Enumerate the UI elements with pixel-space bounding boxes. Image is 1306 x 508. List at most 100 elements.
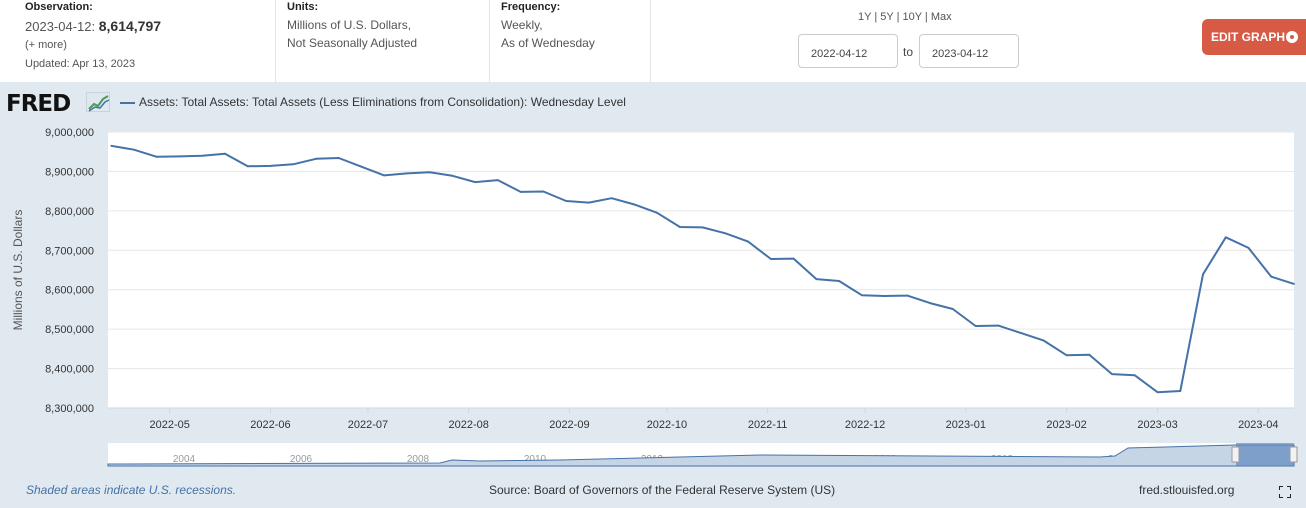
data-point[interactable] [292,163,295,166]
data-point[interactable] [269,165,272,167]
data-point[interactable] [178,155,181,158]
chart-area: FRED Assets: Total Assets: Total Assets … [0,82,1306,508]
navigator-selected-range[interactable] [1236,443,1294,466]
observation-panel: Observation: 2023-04-12: 8,614,797 (+ mo… [25,0,275,82]
x-tick-label: 2022-10 [647,419,687,431]
data-point[interactable] [133,148,135,151]
y-tick-label: 8,600,000 [45,285,94,297]
navigator-left-handle[interactable] [1231,446,1240,463]
data-point[interactable] [1133,374,1136,377]
data-point[interactable] [201,154,204,157]
data-point[interactable] [155,155,158,158]
units-panel: Units: Millions of U.S. Dollars, Not Sea… [275,0,489,82]
observation-value: 8,614,797 [98,18,162,34]
y-tick-label: 8,800,000 [45,206,94,218]
navigator-year-label: 2010 [524,454,547,465]
data-point[interactable] [1088,353,1091,356]
edit-graph-button[interactable]: EDIT GRAPH [1202,19,1306,55]
data-point[interactable] [519,191,522,193]
data-point[interactable] [838,280,840,282]
navigator-year-label: 2004 [173,454,196,465]
data-point[interactable] [565,200,568,202]
data-point[interactable] [360,165,363,168]
fred-logo-chart-icon [86,92,110,112]
data-point[interactable] [769,258,772,260]
data-point[interactable] [610,197,613,200]
data-point[interactable] [406,172,408,175]
data-point[interactable] [747,240,750,243]
chart-legend: Assets: Total Assets: Total Assets (Less… [120,95,626,109]
data-point[interactable] [1111,373,1113,375]
data-point[interactable] [951,308,954,310]
data-point[interactable] [315,157,317,160]
range-5y-link[interactable]: 5Y [880,11,894,23]
data-point[interactable] [1065,354,1068,357]
legend-swatch [120,101,135,104]
navigator-right-handle[interactable] [1289,446,1298,463]
edit-graph-label: EDIT GRAPH [1211,30,1286,44]
data-point[interactable] [1020,332,1022,334]
site-link[interactable]: fred.stlouisfed.org [1139,483,1235,497]
data-point[interactable] [1179,390,1182,392]
range-1y-link[interactable]: 1Y [858,11,872,23]
data-point[interactable] [383,174,386,177]
data-point[interactable] [1224,236,1227,239]
data-point[interactable] [883,295,886,297]
y-tick-label: 8,400,000 [45,364,94,376]
data-point[interactable] [587,201,590,204]
navigator-year-label: 2006 [290,454,313,465]
data-point[interactable] [656,211,659,214]
data-point[interactable] [724,232,727,235]
more-link[interactable]: (+ more) [25,39,67,51]
end-date-input[interactable]: 2023-04-12 [919,34,1019,68]
y-axis-label: Millions of U.S. Dollars [11,210,25,331]
data-point[interactable] [1156,391,1159,394]
data-point[interactable] [497,179,499,182]
data-point[interactable] [1293,282,1295,285]
data-point[interactable] [337,157,340,159]
data-point[interactable] [701,226,704,229]
y-tick-label: 8,700,000 [45,245,94,257]
range-10y-link[interactable]: 10Y [902,11,922,23]
data-point[interactable] [815,278,818,280]
data-point[interactable] [542,190,545,193]
data-point[interactable] [678,226,681,228]
fullscreen-icon[interactable] [1279,486,1291,498]
data-point[interactable] [974,325,977,327]
x-tick-label: 2023-02 [1046,419,1086,431]
data-point[interactable] [1042,339,1045,342]
data-point[interactable] [246,165,249,168]
data-point[interactable] [451,174,454,177]
data-point[interactable] [110,144,113,147]
data-point[interactable] [1202,273,1204,276]
observation-label: Observation: [25,1,93,13]
units-line1: Millions of U.S. Dollars, [287,18,412,32]
chart-svg[interactable]: 8,300,000 8,400,000 8,500,000 8,600,000 8,70… [0,82,1306,478]
y-tick-label: 8,900,000 [45,166,94,178]
data-point[interactable] [474,181,477,183]
updated-text: Updated: Apr 13, 2023 [25,58,136,70]
start-date-input[interactable]: 2022-04-12 [798,34,898,68]
data-point[interactable] [633,203,636,206]
data-point[interactable] [224,152,226,155]
range-max-link[interactable]: Max [930,11,952,23]
data-point[interactable] [860,294,863,297]
data-point[interactable] [1247,247,1250,249]
plot-background [108,132,1294,408]
y-tick-label: 8,500,000 [45,324,94,336]
data-point[interactable] [1270,275,1273,278]
data-point[interactable] [997,324,1000,327]
x-tick-label: 2023-04 [1238,419,1278,431]
data-point[interactable] [428,171,431,174]
frequency-line2: As of Wednesday [501,36,595,50]
x-tick-label: 2022-08 [448,419,488,431]
x-tick-label: 2023-01 [946,419,986,431]
header: Observation: 2023-04-12: 8,614,797 (+ mo… [0,0,1306,82]
fred-logo: FRED [6,91,71,117]
data-point[interactable] [906,294,909,297]
data-point[interactable] [929,302,931,305]
x-tick-label: 2022-09 [549,419,589,431]
data-point[interactable] [792,257,795,260]
range-navigator[interactable]: 200420062008201020122014201620182020 [107,443,1298,467]
y-tick-label: 9,000,000 [45,127,94,139]
